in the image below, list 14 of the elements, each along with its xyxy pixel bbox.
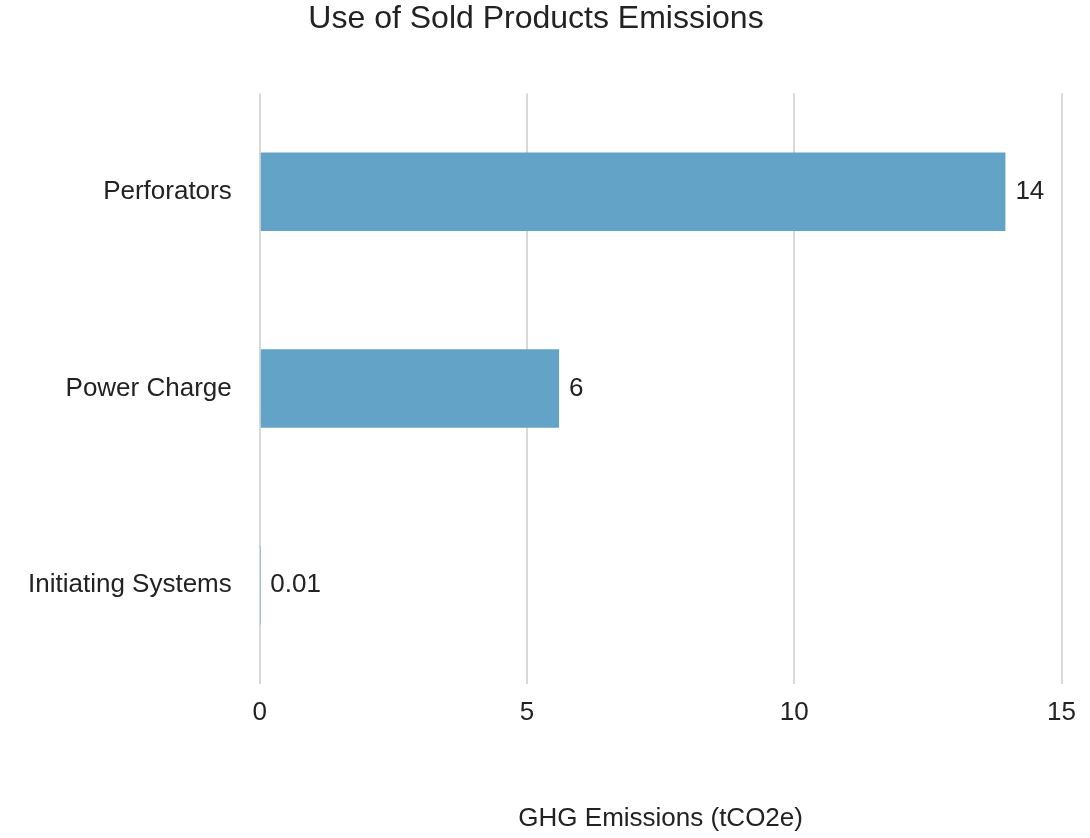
x-tick-label: 0 [252,696,267,727]
bar [260,349,560,428]
x-tick-label: 5 [519,696,535,727]
bar [260,152,1006,232]
x-tick-label: 15 [1047,696,1076,727]
data-label: 14 [1015,174,1045,205]
y-tick-label: Initiating Systems [28,568,232,599]
data-label: 0.01 [270,568,321,599]
chart-title: Use of Sold Products Emissions [308,0,764,36]
x-tick-label: 10 [779,696,809,727]
y-tick-label: Perforators [103,174,232,205]
y-tick-label: Power Charge [65,371,232,402]
x-axis-title: GHG Emissions (tCO2e) [518,801,803,832]
data-label: 6 [569,371,584,402]
